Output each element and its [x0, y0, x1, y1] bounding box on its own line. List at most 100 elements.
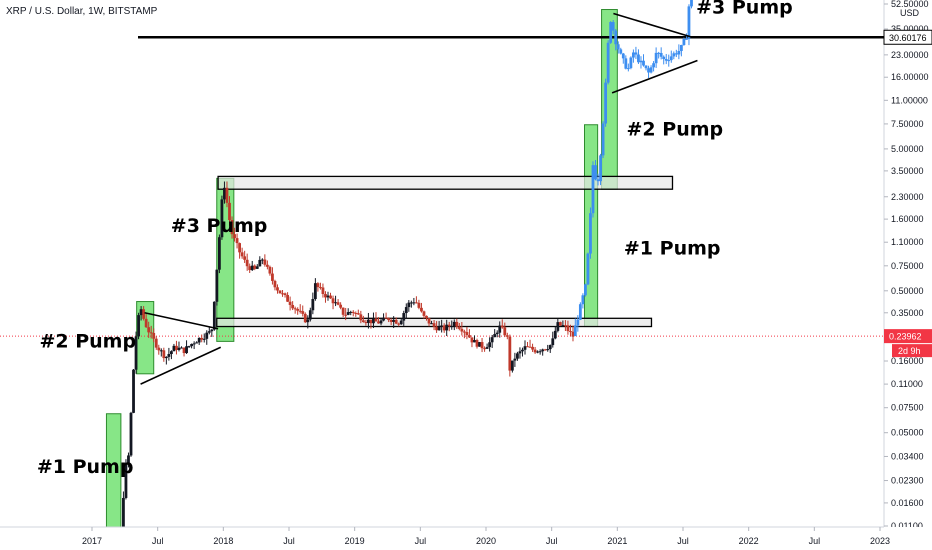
price-label-text: 0.23962 — [889, 332, 922, 342]
candle-body — [132, 369, 135, 413]
triangle-lower-trendline — [611, 59, 698, 94]
price-tick-label: 0.07500 — [891, 403, 924, 413]
candle-body — [591, 165, 595, 214]
time-axis[interactable]: 2017 Jul 2018 Jul 2019 Jul 2020 Jul 2021 Jul 2022 J… — [0, 526, 932, 550]
candle-body — [420, 307, 423, 312]
candle-body — [311, 299, 315, 311]
candle-body — [674, 53, 678, 55]
candle-body — [384, 317, 388, 319]
candle-body — [669, 56, 673, 61]
candle-body — [326, 295, 330, 298]
candle-body — [685, 38, 688, 40]
candle-body — [677, 50, 681, 55]
candle-body — [354, 313, 358, 315]
candle-body — [271, 273, 274, 281]
annotations: #1 Pump #2 Pump #3 Pump #1 Pump #2 Pump #3 Pu… — [37, 0, 793, 478]
price-tick-label: 1.10000 — [891, 237, 924, 247]
candle-body — [147, 327, 151, 333]
candle-body — [172, 345, 176, 352]
candle-body — [435, 326, 438, 331]
price-tick-label: 1.60000 — [891, 214, 924, 224]
price-tick-label: 0.75000 — [891, 261, 924, 271]
candle-body — [180, 347, 183, 349]
candle-body — [508, 336, 512, 371]
candle-body — [387, 318, 391, 321]
candle-body — [442, 325, 446, 331]
candle-body — [210, 329, 214, 332]
candle-body — [500, 325, 504, 328]
candle-body — [601, 123, 605, 156]
time-tick-label: Jul — [152, 536, 164, 546]
candle-body — [455, 321, 459, 327]
candle-body — [215, 269, 219, 302]
candle-body — [225, 187, 229, 203]
candle-body — [192, 343, 196, 345]
candle-body — [167, 354, 171, 357]
candle-body — [228, 202, 231, 221]
candle-body — [604, 82, 608, 124]
candle-body — [596, 179, 600, 182]
candle-body — [316, 283, 320, 288]
pump-annotation: #3 Pump — [171, 215, 268, 237]
chart-title: XRP / U.S. Dollar, 1W, BITSTAMP — [6, 6, 158, 17]
candle-body — [553, 330, 557, 339]
price-tick-label: 2.30000 — [891, 192, 924, 202]
candle-body — [127, 455, 130, 463]
price-tick-label: 0.01600 — [891, 498, 924, 508]
candle-body — [586, 253, 590, 285]
candle-body — [154, 338, 158, 348]
candle-body — [142, 309, 146, 319]
candle-body — [614, 30, 618, 45]
candle-body — [513, 358, 517, 361]
candle-body — [207, 331, 211, 333]
candle-body — [687, 6, 691, 39]
candle-body — [573, 325, 577, 337]
price-tick-label: 0.03400 — [891, 451, 924, 461]
price-tick-label: 0.02300 — [891, 476, 924, 486]
candle-body — [414, 302, 418, 304]
candle-body — [475, 340, 479, 347]
time-tick-label: 2021 — [607, 536, 627, 546]
candle-body — [334, 302, 337, 304]
candle-body — [662, 56, 666, 60]
price-axis[interactable]: 0.01100 0.01600 0.02300 0.03400 0.05000 0.075… — [883, 0, 932, 550]
pump-annotation: #1 Pump — [37, 456, 134, 478]
candle-body — [654, 52, 658, 64]
candle-body — [144, 318, 148, 328]
candle-body — [682, 38, 686, 46]
candle-body — [440, 325, 444, 327]
candle-body — [205, 332, 209, 339]
candle-body — [212, 301, 216, 330]
candle-body — [175, 345, 178, 350]
time-tick-label: 2018 — [213, 536, 233, 546]
candle-body — [296, 308, 300, 311]
price-tick-label: 52.50000 — [891, 0, 929, 9]
candle-body — [344, 314, 348, 316]
candle-body — [516, 353, 519, 359]
candle-body — [578, 304, 582, 320]
candle-body — [523, 346, 527, 350]
candle-body — [450, 326, 454, 328]
time-tick-label: Jul — [677, 536, 689, 546]
candle-body — [238, 243, 241, 253]
pump-annotation: #1 Pump — [624, 238, 721, 260]
candle-body — [626, 68, 630, 70]
candle-body — [149, 332, 153, 334]
time-tick-label: Jul — [415, 536, 427, 546]
candle-body — [389, 320, 393, 322]
pump-annotation: #2 Pump — [39, 330, 136, 352]
candle-body — [273, 280, 277, 288]
candle-body — [308, 310, 312, 320]
candle-body — [331, 298, 335, 304]
price-tick-label: 0.16000 — [891, 356, 924, 366]
candle-body — [412, 302, 416, 304]
candle-body — [452, 321, 456, 327]
candle-body — [679, 45, 683, 51]
candle-body — [202, 338, 206, 340]
candle-body — [536, 351, 540, 353]
candle-body — [177, 347, 181, 350]
candle-body — [462, 331, 466, 333]
candle-body — [548, 345, 552, 350]
candle-body — [399, 320, 403, 325]
